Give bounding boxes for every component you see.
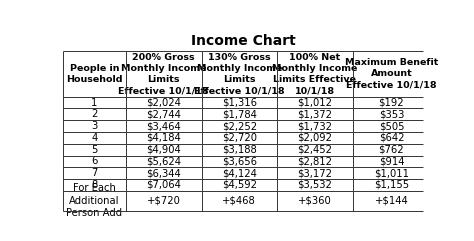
- Bar: [63, 179, 423, 191]
- Text: $7,064: $7,064: [146, 180, 181, 190]
- Text: $4,184: $4,184: [146, 133, 181, 143]
- Text: $4,592: $4,592: [222, 180, 257, 190]
- Bar: [63, 120, 423, 132]
- Text: $1,012: $1,012: [297, 98, 332, 107]
- Text: 7: 7: [91, 168, 98, 178]
- Text: $1,732: $1,732: [297, 121, 332, 131]
- Text: Maximum Benefit
Amount
Effective 10/1/18: Maximum Benefit Amount Effective 10/1/18: [345, 58, 438, 89]
- Text: 2: 2: [91, 109, 98, 119]
- Bar: [63, 155, 423, 167]
- Text: +$468: +$468: [222, 196, 256, 206]
- Text: $1,316: $1,316: [222, 98, 257, 107]
- Text: $2,812: $2,812: [297, 156, 332, 166]
- Text: People in
Household: People in Household: [66, 64, 123, 84]
- Text: 8: 8: [91, 180, 98, 190]
- Text: 130% Gross
Monthly Income
Limits
Effective 10/1/18: 130% Gross Monthly Income Limits Effecti…: [194, 53, 285, 95]
- Text: $3,656: $3,656: [222, 156, 257, 166]
- Text: 4: 4: [91, 133, 98, 143]
- Text: +$360: +$360: [298, 196, 332, 206]
- Bar: [63, 97, 423, 108]
- Text: $3,464: $3,464: [146, 121, 181, 131]
- Text: $2,092: $2,092: [297, 133, 332, 143]
- Text: $6,344: $6,344: [146, 168, 181, 178]
- Text: $505: $505: [379, 121, 404, 131]
- Text: $3,188: $3,188: [222, 145, 257, 155]
- Text: $2,452: $2,452: [297, 145, 332, 155]
- Text: +$720: +$720: [147, 196, 181, 206]
- Text: $762: $762: [379, 145, 404, 155]
- Bar: [63, 132, 423, 144]
- Text: $1,011: $1,011: [374, 168, 409, 178]
- Text: $3,172: $3,172: [297, 168, 332, 178]
- Text: $4,124: $4,124: [222, 168, 257, 178]
- Text: $2,252: $2,252: [222, 121, 257, 131]
- Text: $642: $642: [379, 133, 404, 143]
- Text: $192: $192: [379, 98, 404, 107]
- Text: 1: 1: [91, 98, 98, 107]
- Text: 5: 5: [91, 145, 98, 155]
- Text: +$144: +$144: [374, 196, 408, 206]
- Text: Income Chart: Income Chart: [191, 34, 295, 48]
- Text: $2,024: $2,024: [146, 98, 181, 107]
- Text: $4,904: $4,904: [146, 145, 181, 155]
- Text: $914: $914: [379, 156, 404, 166]
- Text: $2,720: $2,720: [222, 133, 257, 143]
- Text: $2,744: $2,744: [146, 109, 181, 119]
- Text: 6: 6: [91, 156, 98, 166]
- Bar: [63, 167, 423, 179]
- Bar: [63, 51, 423, 97]
- Text: $353: $353: [379, 109, 404, 119]
- Bar: [63, 191, 423, 211]
- Text: 200% Gross
Monthly Income
Limits
Effective 10/1/18: 200% Gross Monthly Income Limits Effecti…: [118, 53, 209, 95]
- Bar: [63, 144, 423, 155]
- Text: 100% Net
Monthly Income
Limits Effective
10/1/18: 100% Net Monthly Income Limits Effective…: [272, 53, 357, 95]
- Text: $1,155: $1,155: [374, 180, 409, 190]
- Text: $1,784: $1,784: [222, 109, 257, 119]
- Text: For Each
Additional
Person Add: For Each Additional Person Add: [66, 183, 122, 218]
- Bar: [63, 108, 423, 120]
- Text: $3,532: $3,532: [298, 180, 332, 190]
- Text: $1,372: $1,372: [297, 109, 332, 119]
- Text: 3: 3: [91, 121, 98, 131]
- Text: $5,624: $5,624: [146, 156, 181, 166]
